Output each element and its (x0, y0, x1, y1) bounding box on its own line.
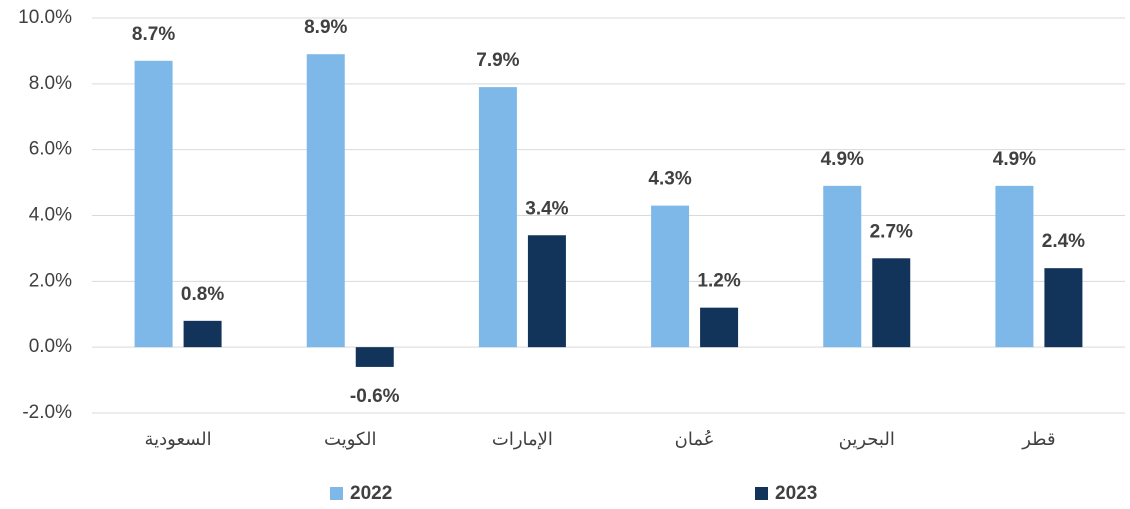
data-label: 8.9% (304, 17, 347, 38)
bar (478, 87, 517, 348)
data-label: 0.8% (181, 284, 224, 305)
data-label: 4.3% (648, 169, 691, 190)
data-label: -0.6% (350, 386, 400, 407)
data-label: 1.2% (697, 271, 740, 292)
y-tick-label: 6.0% (29, 139, 72, 160)
legend-swatch (330, 487, 343, 500)
bar (306, 54, 345, 348)
data-label: 2.7% (870, 221, 913, 242)
data-label: 3.4% (525, 198, 568, 219)
x-tick-label: الإمارات (492, 429, 553, 450)
y-tick-label: 10.0% (18, 7, 72, 28)
x-tick-label: الكويت (324, 429, 376, 450)
bar (183, 320, 222, 348)
x-tick-label: البحرين (839, 429, 895, 450)
bar (872, 258, 911, 348)
x-tick-label: عُمان (675, 429, 715, 450)
legend-label: 2022 (350, 483, 392, 504)
bar (995, 185, 1034, 348)
bar (527, 235, 566, 348)
y-tick-label: 0.0% (29, 336, 72, 357)
y-tick-label: 2.0% (29, 270, 72, 291)
x-tick-label: السعودية (144, 429, 211, 450)
y-tick-label: 4.0% (29, 205, 72, 226)
legend-label: 2023 (775, 483, 817, 504)
bar (1044, 268, 1083, 348)
y-tick-label: 8.0% (29, 73, 72, 94)
bar (700, 307, 739, 348)
data-label: 8.7% (132, 24, 175, 45)
bar (823, 185, 862, 348)
bar (651, 205, 690, 348)
legend-swatch (755, 487, 768, 500)
x-tick-label: قطر (1021, 429, 1055, 450)
data-label: 2.4% (1042, 231, 1085, 252)
data-label: 4.9% (821, 149, 864, 170)
y-tick-label: -2.0% (22, 402, 72, 423)
data-label: 7.9% (476, 50, 519, 71)
data-label: 4.9% (993, 149, 1036, 170)
bar (355, 347, 394, 367)
bar (134, 60, 173, 348)
